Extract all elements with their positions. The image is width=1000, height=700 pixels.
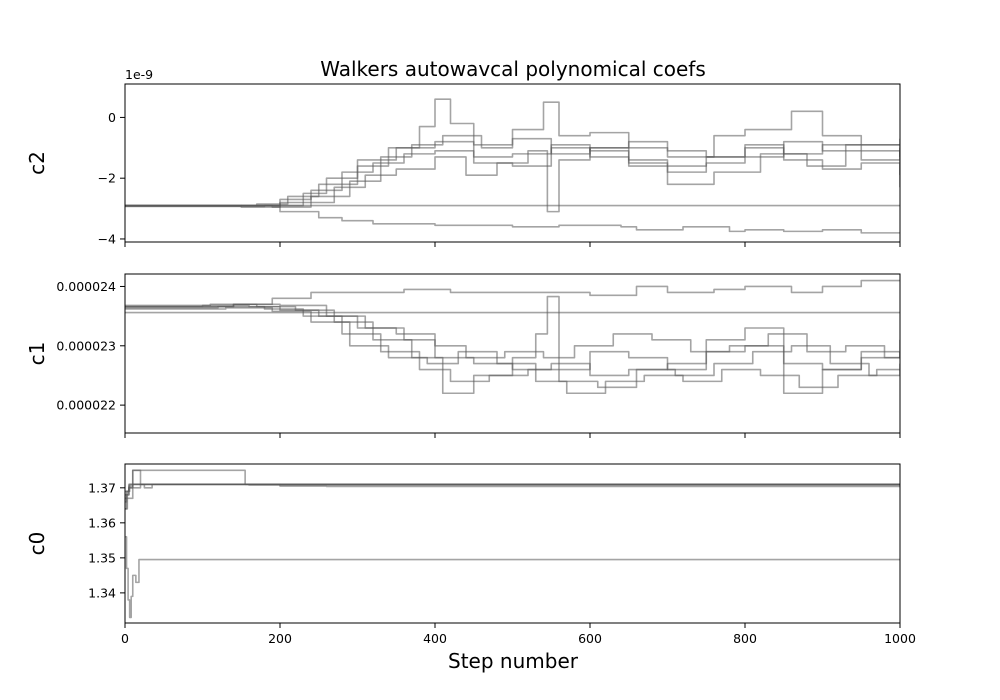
y-tick-label-c2-2: −4 — [98, 231, 116, 246]
y-tick-label-c1-2: 0.000022 — [56, 398, 116, 413]
x-tick-label-2: 400 — [423, 631, 447, 646]
y-tick-label-c0-1: 1.36 — [88, 515, 116, 530]
panel-c2: 0 −2 −4 c2 1e-9 — [25, 67, 901, 247]
panels-group: 0 −2 −4 c2 1e-9 0.000024 0.000023 0.000022 c1 1.3… — [25, 67, 916, 646]
x-tick-label-4: 800 — [733, 631, 757, 646]
walker-series-c1-7 — [125, 279, 900, 308]
walker-series-c2-7 — [125, 204, 900, 234]
plot-frame-c2 — [124, 83, 901, 243]
y-tick-label-c2-1: −2 — [98, 171, 116, 186]
walker-series-c2-3 — [125, 98, 900, 207]
walker-series-c0-7 — [125, 483, 900, 510]
x-tick-label-5: 1000 — [884, 631, 916, 646]
y-axis-label-c1: c1 — [25, 342, 49, 366]
walker-series-c0-5 — [125, 483, 900, 500]
panel-c0: 1.37 1.36 1.35 1.34 c0 0 200 400 600 800 1000 — [25, 463, 916, 646]
plot-frame-c1 — [124, 273, 901, 434]
y-axis-label-c2: c2 — [25, 151, 49, 175]
x-tick-label-0: 0 — [121, 631, 129, 646]
plot-frame-c0 — [124, 463, 901, 624]
y-tick-label-c0-3: 1.34 — [88, 585, 116, 600]
walker-series-c1-5 — [125, 303, 900, 359]
walker-lines-c0 — [125, 469, 900, 619]
walker-series-c0-4 — [125, 469, 900, 493]
y-tick-label-c2-0: 0 — [108, 110, 116, 125]
walker-series-c1-3 — [125, 295, 900, 395]
walker-series-c0-3 — [125, 469, 900, 496]
walker-series-c2-4 — [125, 143, 900, 213]
x-tick-label-1: 200 — [268, 631, 292, 646]
panel-c1: 0.000024 0.000023 0.000022 c1 — [25, 273, 901, 438]
walker-series-c1-4 — [125, 307, 900, 395]
walker-series-c0-2 — [125, 483, 900, 510]
y-tick-label-c0-0: 1.37 — [88, 480, 116, 495]
y-tick-label-c1-1: 0.000023 — [56, 338, 116, 353]
chart-title: Walkers autowavcal polynomical coefs — [320, 57, 706, 81]
walker-lines-c1 — [125, 279, 900, 395]
y-axis-label-c0: c0 — [25, 532, 49, 556]
walker-lines-c2 — [125, 98, 900, 234]
y-tick-label-c1-0: 0.000024 — [56, 279, 116, 294]
y-tick-label-c0-2: 1.35 — [88, 550, 116, 565]
x-tick-label-3: 600 — [578, 631, 602, 646]
walker-series-c2-5 — [125, 134, 900, 208]
walker-series-c0-6 — [125, 536, 900, 619]
offset-label-c2: 1e-9 — [125, 67, 153, 82]
x-axis-label: Step number — [448, 649, 579, 673]
